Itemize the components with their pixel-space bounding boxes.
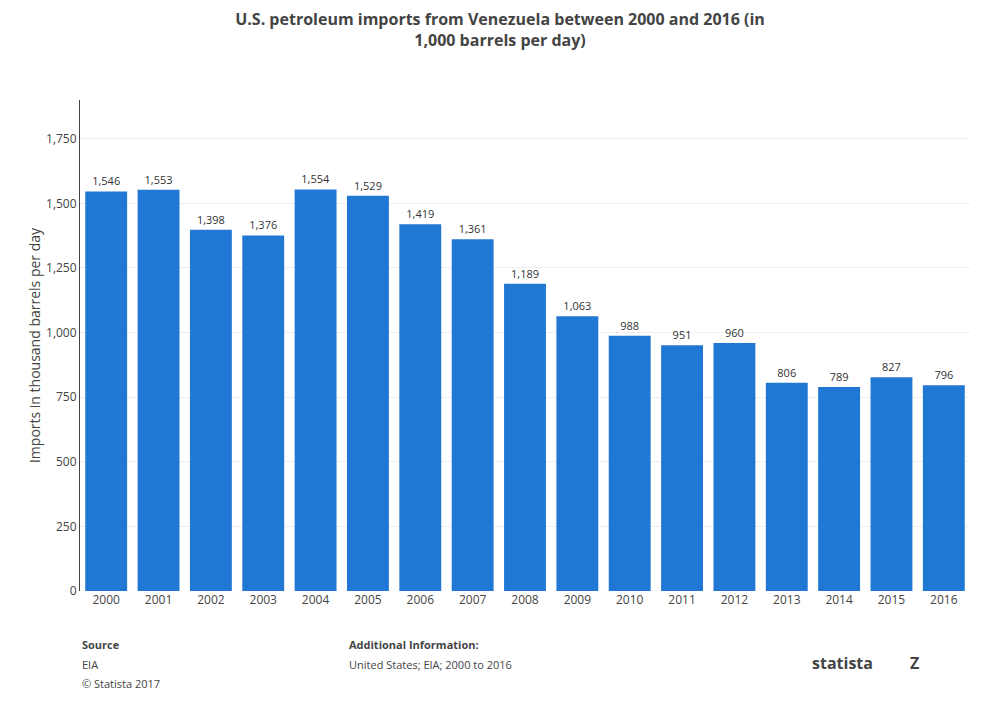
svg-text:1,750: 1,750 (46, 130, 77, 147)
svg-text:951: 951 (673, 327, 692, 342)
svg-text:2012: 2012 (721, 591, 749, 608)
svg-text:988: 988 (620, 318, 639, 333)
svg-text:806: 806 (777, 365, 796, 380)
svg-text:1,553: 1,553 (145, 172, 173, 187)
svg-text:Additional Information:: Additional Information: (349, 637, 479, 652)
svg-text:Z: Z (910, 652, 919, 674)
svg-text:1,500: 1,500 (46, 195, 77, 212)
svg-text:1,554: 1,554 (301, 171, 330, 186)
svg-text:2011: 2011 (668, 591, 695, 608)
svg-text:2014: 2014 (825, 591, 853, 608)
svg-text:1,398: 1,398 (197, 212, 225, 227)
svg-text:2004: 2004 (302, 591, 330, 608)
svg-text:2005: 2005 (354, 591, 382, 608)
svg-text:Imports in thousand barrels pe: Imports in thousand barrels per day (25, 227, 44, 463)
svg-text:750: 750 (56, 388, 77, 405)
svg-text:2000: 2000 (92, 591, 120, 608)
svg-text:789: 789 (830, 369, 849, 384)
svg-text:1,546: 1,546 (92, 173, 120, 188)
svg-text:2015: 2015 (878, 591, 906, 608)
svg-text:1,419: 1,419 (406, 206, 434, 221)
svg-text:1,361: 1,361 (459, 221, 487, 236)
svg-text:827: 827 (882, 359, 901, 374)
svg-text:2002: 2002 (197, 591, 225, 608)
svg-text:2003: 2003 (250, 591, 278, 608)
svg-text:2006: 2006 (407, 591, 435, 608)
svg-text:1,376: 1,376 (249, 217, 277, 232)
svg-text:250: 250 (56, 518, 77, 535)
svg-text:1,189: 1,189 (511, 266, 539, 281)
svg-text:1,063: 1,063 (563, 298, 591, 313)
svg-text:2016: 2016 (930, 591, 958, 608)
svg-text:2001: 2001 (145, 591, 172, 608)
svg-text:United States; EIA; 2000 to 20: United States; EIA; 2000 to 2016 (349, 657, 512, 672)
svg-text:960: 960 (725, 325, 744, 340)
svg-text:2013: 2013 (773, 591, 801, 608)
svg-text:© Statista 2017: © Statista 2017 (82, 676, 160, 691)
svg-text:2010: 2010 (616, 591, 644, 608)
svg-text:statista: statista (812, 652, 873, 674)
svg-text:U.S. petroleum imports from Ve: U.S. petroleum imports from Venezuela be… (235, 8, 765, 51)
svg-text:2007: 2007 (459, 591, 487, 608)
svg-text:1,529: 1,529 (354, 178, 382, 193)
svg-text:2009: 2009 (564, 591, 592, 608)
svg-text:Source: Source (82, 637, 120, 652)
svg-text:1,250: 1,250 (46, 259, 77, 276)
svg-text:2008: 2008 (511, 591, 539, 608)
svg-text:0: 0 (70, 582, 77, 599)
svg-text:796: 796 (934, 367, 953, 382)
svg-text:500: 500 (56, 453, 77, 470)
svg-text:1,000: 1,000 (46, 324, 77, 341)
svg-text:EIA: EIA (82, 657, 98, 672)
